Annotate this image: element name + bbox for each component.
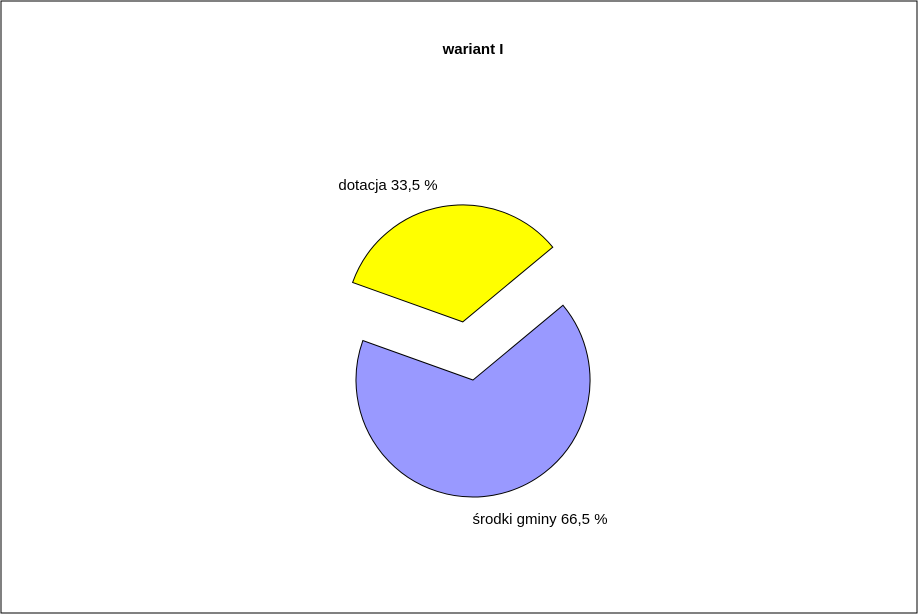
chart-title: wariant I xyxy=(442,41,504,58)
pie-slice xyxy=(355,304,591,498)
data-label: dotacja 33,5 % xyxy=(338,177,438,194)
data-label: środki gminy 66,5 % xyxy=(472,511,608,528)
pie-slice xyxy=(351,204,554,323)
